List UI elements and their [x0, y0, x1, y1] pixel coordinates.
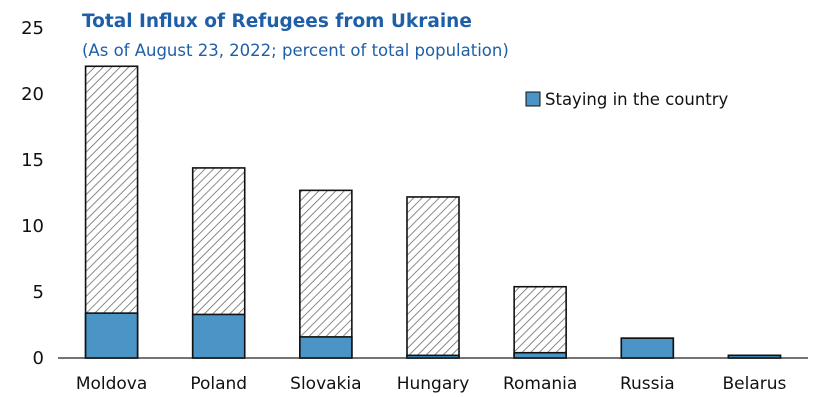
bar-staying-romania [513, 351, 567, 359]
chart-subtitle: (As of August 23, 2022; percent of total… [82, 41, 509, 60]
y-tick-label: 20 [21, 84, 44, 105]
bar-total-hungary [406, 196, 460, 359]
y-tick-label: 0 [33, 348, 44, 369]
bar-staying-poland [191, 313, 246, 359]
x-category-label: Slovakia [290, 374, 361, 394]
chart-title: Total Influx of Refugees from Ukraine [82, 11, 472, 32]
bar-total-romania [513, 285, 567, 359]
legend-swatch-staying [525, 91, 541, 107]
bar-staying-russia [620, 337, 675, 359]
y-tick-label: 10 [21, 216, 44, 237]
x-category-label: Poland [190, 374, 247, 394]
y-tick-label: 5 [33, 282, 44, 303]
y-tick-label: 15 [21, 150, 44, 171]
x-category-label: Hungary [397, 374, 470, 394]
legend-label-staying: Staying in the country [545, 90, 729, 109]
bars [84, 65, 782, 359]
bar-total-slovakia [299, 189, 353, 359]
legend: Staying in the country [525, 90, 729, 109]
bar-staying-moldova [84, 312, 139, 359]
x-axis-labels: Moldova Poland Slovakia Hungary Romania Russi… [76, 374, 787, 394]
x-category-label: Romania [503, 374, 577, 394]
x-category-label: Moldova [76, 374, 147, 394]
x-category-label: Belarus [722, 374, 786, 394]
y-axis-ticks: 0 5 10 15 20 25 [21, 18, 44, 369]
x-category-label: Russia [620, 374, 675, 394]
bar-total-moldova [84, 65, 139, 359]
bar-staying-slovakia [299, 336, 353, 359]
y-tick-label: 25 [21, 18, 44, 39]
